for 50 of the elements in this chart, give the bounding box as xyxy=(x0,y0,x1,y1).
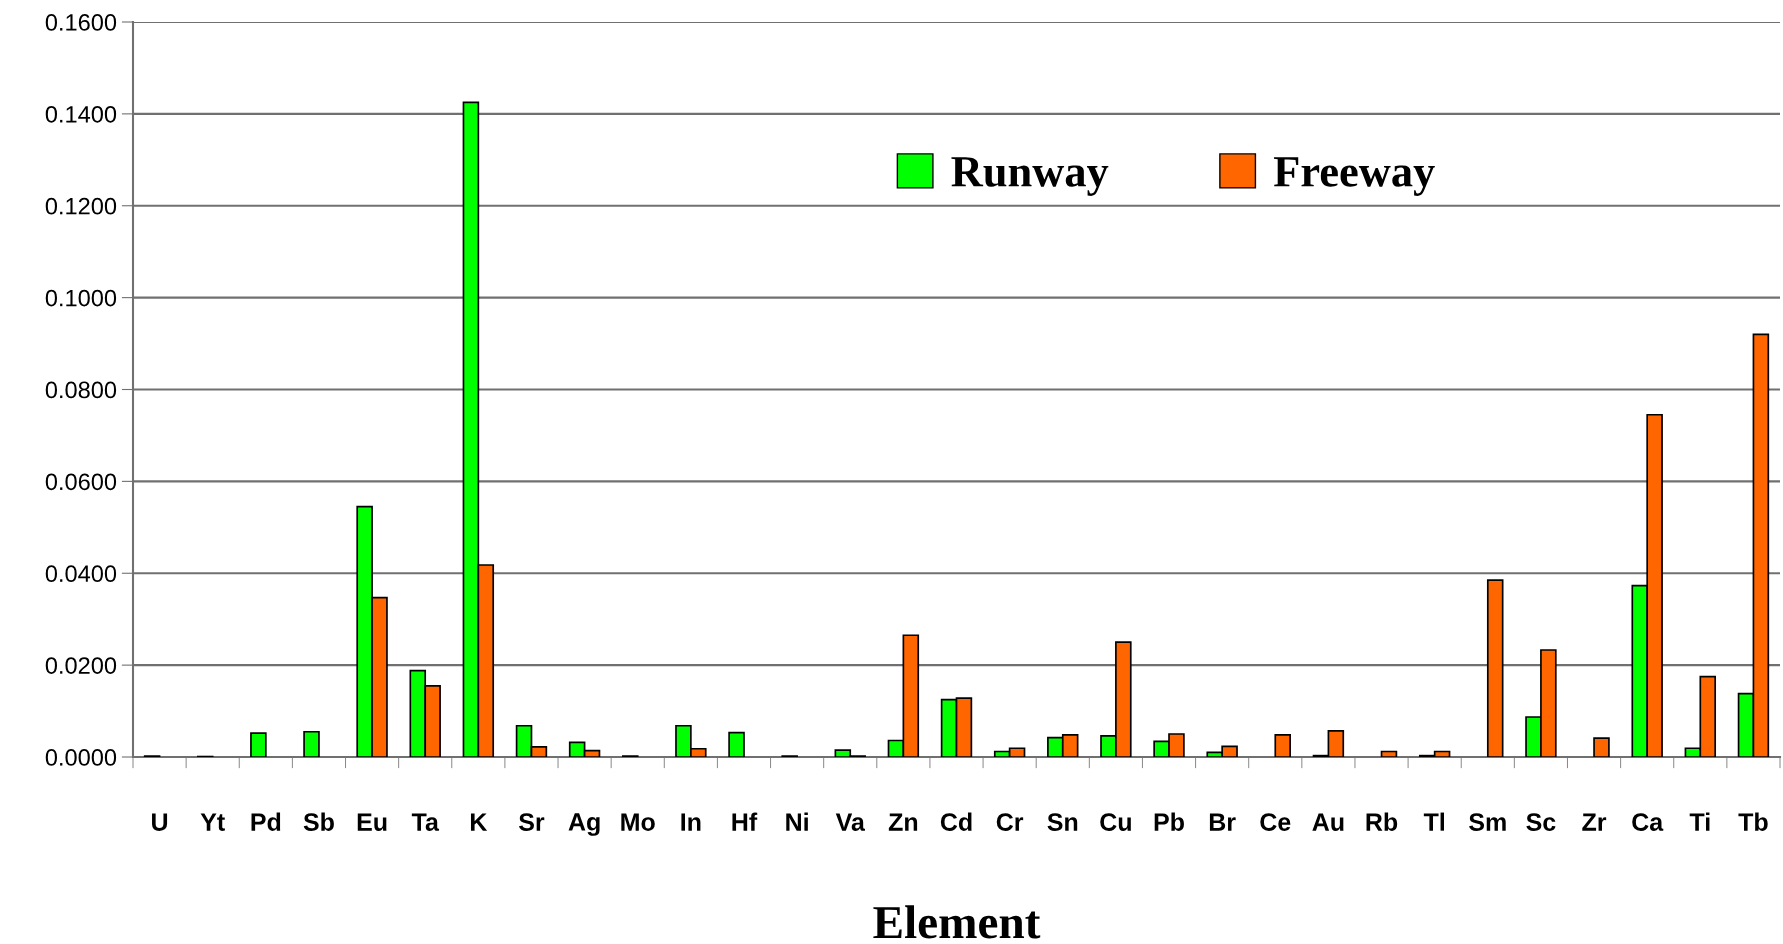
x-tick-label: In xyxy=(681,813,701,831)
x-tick-label: Sn xyxy=(1047,813,1078,831)
x-tick-label: Ce xyxy=(1260,813,1291,831)
x-axis-title: Element xyxy=(873,905,1041,939)
x-tick-label: K xyxy=(470,813,488,831)
y-tick-label: 0.1600 xyxy=(45,14,117,31)
y-tick-label: 0.0600 xyxy=(45,473,117,491)
bar xyxy=(1380,750,1398,757)
x-tick-label: Zn xyxy=(888,813,918,831)
legend-label: Runway xyxy=(951,157,1109,196)
x-tick-label: Zr xyxy=(1582,813,1607,831)
x-tick-label: Ta xyxy=(411,813,440,831)
x-tick-label: Sc xyxy=(1526,813,1556,831)
bar xyxy=(250,732,267,757)
x-tick-label: Rb xyxy=(1366,812,1398,831)
x-tick-label: Pb xyxy=(1154,812,1184,831)
x-tick-label: Ni xyxy=(786,812,808,831)
x-tick-label: Cu xyxy=(1100,813,1131,831)
y-tick-label: 0.0000 xyxy=(45,749,117,766)
y-tick-label: 0.0800 xyxy=(45,381,117,399)
x-tick-label: Au xyxy=(1312,813,1344,831)
x-tick-label: Pd xyxy=(251,812,281,831)
x-tick-label: Br xyxy=(1209,813,1236,831)
x-tick-label: Hf xyxy=(732,812,758,831)
x-tick-label: Va xyxy=(835,813,865,831)
x-tick-label: Tl xyxy=(1423,812,1444,831)
x-tick-label: U xyxy=(152,813,168,831)
y-tick-label: 0.0200 xyxy=(45,657,117,674)
x-tick-label: Ca xyxy=(1632,813,1664,831)
x-tick-label: Sr xyxy=(518,813,545,831)
legend-label: Freeway xyxy=(1273,157,1435,196)
bar xyxy=(728,731,745,757)
x-tick-label: Sb xyxy=(303,812,334,831)
x-tick-label: Sm xyxy=(1469,813,1506,831)
y-tick-label: 0.1400 xyxy=(45,105,117,123)
x-tick-label: Cd xyxy=(940,812,972,831)
x-tick-label: Yt xyxy=(200,813,225,831)
bar xyxy=(303,730,320,757)
bar xyxy=(1593,737,1610,757)
x-tick-label: Ti xyxy=(1689,812,1710,831)
y-tick-label: 0.1000 xyxy=(45,289,117,307)
x-tick-label: Mo xyxy=(621,813,655,831)
x-tick-label: Eu xyxy=(357,813,387,831)
bar xyxy=(1274,734,1291,757)
x-tick-label: Cr xyxy=(996,813,1024,831)
y-tick-label: 0.1200 xyxy=(45,197,117,215)
y-tick-label: 0.0400 xyxy=(45,565,117,583)
x-tick-label: Tb xyxy=(1738,812,1768,831)
bar xyxy=(1486,579,1504,757)
x-tick-label: Ag xyxy=(568,813,600,836)
